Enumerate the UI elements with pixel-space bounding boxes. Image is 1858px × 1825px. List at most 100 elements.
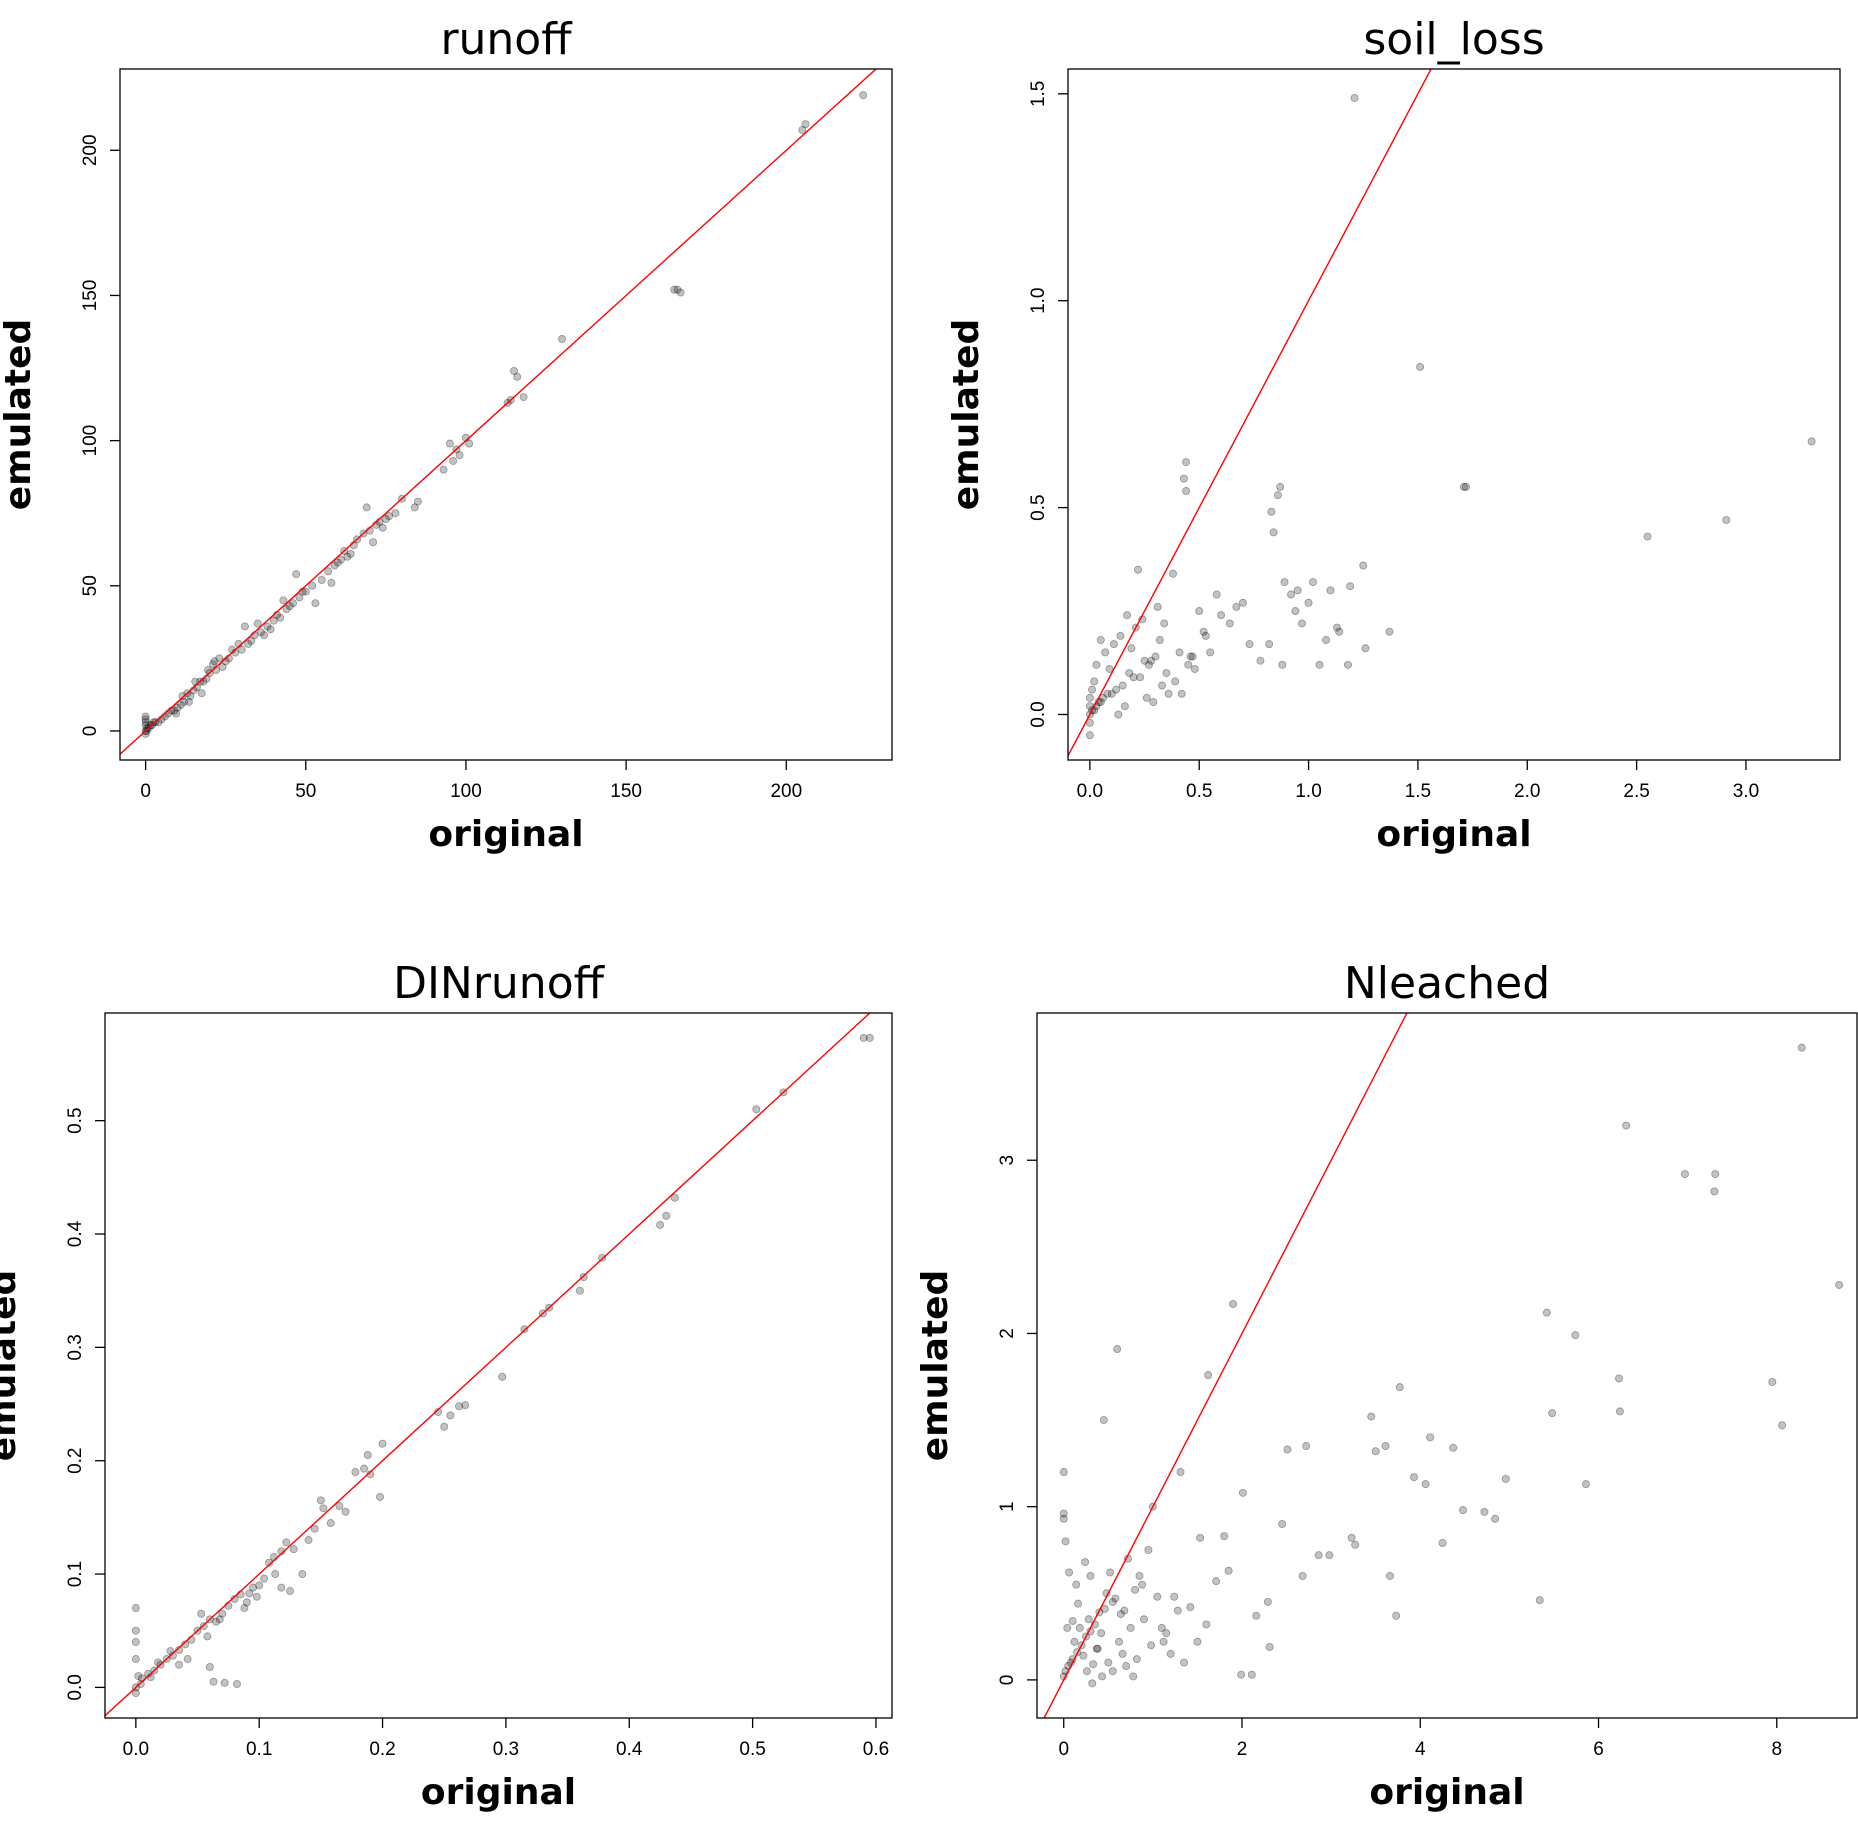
x-tick-label: 0 (140, 781, 151, 802)
data-point (455, 1402, 464, 1411)
x-tick-label: 0 (1058, 1739, 1069, 1760)
data-point (304, 1536, 313, 1545)
data-point (277, 1583, 286, 1592)
x-axis-label: original (421, 1772, 576, 1813)
data-point (197, 689, 206, 698)
data-point (1164, 689, 1173, 698)
data-point (575, 1286, 584, 1295)
data-point (1229, 1300, 1238, 1309)
data-point (1212, 1577, 1221, 1586)
data-point (1072, 1580, 1081, 1589)
x-tick-label: 100 (450, 781, 482, 802)
data-point (1347, 1533, 1356, 1542)
data-point (1098, 1672, 1107, 1681)
data-point (295, 593, 304, 602)
data-point (1106, 1568, 1115, 1577)
data-point (1086, 1571, 1095, 1580)
x-tick-label: 0.6 (863, 1739, 889, 1760)
data-point (131, 1626, 140, 1635)
data-point (1186, 652, 1195, 661)
y-tick-label: 0.0 (1028, 701, 1049, 727)
data-point (1089, 1660, 1098, 1669)
data-point (1158, 681, 1167, 690)
data-point (1438, 1539, 1447, 1548)
data-point (859, 91, 868, 100)
data-point (1238, 598, 1247, 607)
data-point (141, 721, 150, 730)
data-point (247, 636, 256, 645)
data-point (333, 558, 342, 567)
data-point (1421, 1480, 1430, 1489)
data-point (558, 335, 567, 344)
chart-title: soil_loss (1363, 14, 1544, 65)
data-point (360, 1464, 369, 1473)
y-axis-label: emulated (915, 1270, 956, 1462)
data-point (288, 599, 297, 608)
data-point (146, 721, 155, 730)
data-point (1088, 685, 1097, 694)
data-point (197, 1609, 206, 1618)
x-axis-label: original (428, 814, 583, 855)
data-point (1315, 660, 1324, 669)
data-point (1131, 1585, 1140, 1594)
y-tick-label: 3 (997, 1155, 1018, 1166)
data-point (381, 515, 390, 524)
data-point (1224, 1566, 1233, 1575)
data-point (1582, 1480, 1591, 1489)
data-point (1201, 631, 1210, 640)
data-point (1166, 1649, 1175, 1658)
reference-line (1043, 1013, 1408, 1718)
y-tick-label: 200 (80, 134, 101, 166)
data-point (249, 1583, 258, 1592)
data-point (1140, 656, 1149, 665)
chart-panel-Nleached: Nleached original emulated 0 2 4 6 8 0 1 2 3 (915, 958, 1858, 1813)
data-point (1722, 516, 1731, 525)
data-point (1104, 1658, 1113, 1667)
data-point (1114, 710, 1123, 719)
y-axis-label: emulated (0, 1270, 24, 1462)
data-point (1092, 1644, 1101, 1653)
data-point (1129, 1672, 1138, 1681)
data-point (1142, 693, 1151, 702)
data-point (513, 372, 522, 381)
chart-title: DINrunoff (393, 958, 606, 1009)
chart-title: runoff (440, 14, 573, 65)
x-tick-label: 0.0 (123, 1739, 149, 1760)
data-point (330, 561, 339, 570)
data-point (1115, 1637, 1124, 1646)
x-tick-label: 50 (295, 781, 316, 802)
data-point (1179, 474, 1188, 483)
reference-line (1068, 69, 1432, 757)
chart-title: Nleached (1344, 958, 1550, 1009)
data-point (1199, 627, 1208, 636)
data-point (183, 1655, 192, 1664)
chart-panel-DINrunoff: DINrunoff original emulated 0.0 0.1 0.2 0.3 0.4… (0, 958, 893, 1813)
data-point (1232, 602, 1241, 611)
data-point (1153, 1592, 1162, 1601)
y-tick-label: 0.5 (1028, 494, 1049, 520)
data-point (1193, 1637, 1202, 1646)
data-point (1459, 482, 1468, 491)
data-point (1082, 1667, 1091, 1676)
data-point (172, 709, 181, 718)
data-point (1385, 627, 1394, 636)
data-point (180, 697, 189, 706)
data-point (362, 503, 371, 512)
data-point (1075, 1623, 1084, 1632)
data-point (1459, 1506, 1468, 1515)
data-point (1132, 1655, 1141, 1664)
data-point (232, 1679, 241, 1688)
data-point (1238, 1488, 1247, 1497)
x-axis-label: original (1369, 1772, 1524, 1813)
x-tick-label: 3.0 (1733, 781, 1759, 802)
chart-panel-runoff: runoff original emulated 0 50 100 150 200 0 50 100… (0, 14, 893, 855)
data-point (265, 1558, 274, 1567)
data-point (1256, 656, 1265, 665)
data-point (1322, 636, 1331, 645)
data-point (662, 1211, 671, 1220)
data-point (215, 1615, 224, 1624)
data-point (218, 1609, 227, 1618)
data-point (1326, 586, 1335, 595)
data-point (378, 523, 387, 532)
data-point (1395, 1383, 1404, 1392)
